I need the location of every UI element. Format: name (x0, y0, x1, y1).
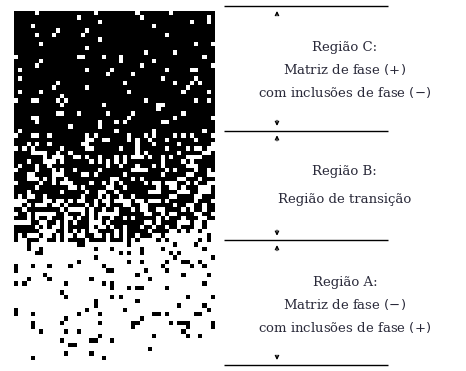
Text: Região C:: Região C: (312, 41, 377, 54)
Text: Matriz de fase $(+)$: Matriz de fase $(+)$ (283, 62, 406, 78)
Text: Região de transição: Região de transição (278, 193, 411, 206)
Text: Região B:: Região B: (313, 165, 377, 178)
Text: Matriz de fase $(-)$: Matriz de fase $(-)$ (283, 297, 406, 312)
Text: com inclusões de fase $(+)$: com inclusões de fase $(+)$ (258, 319, 432, 335)
Text: Região A:: Região A: (313, 276, 377, 289)
Text: com inclusões de fase $(-)$: com inclusões de fase $(-)$ (258, 85, 432, 100)
